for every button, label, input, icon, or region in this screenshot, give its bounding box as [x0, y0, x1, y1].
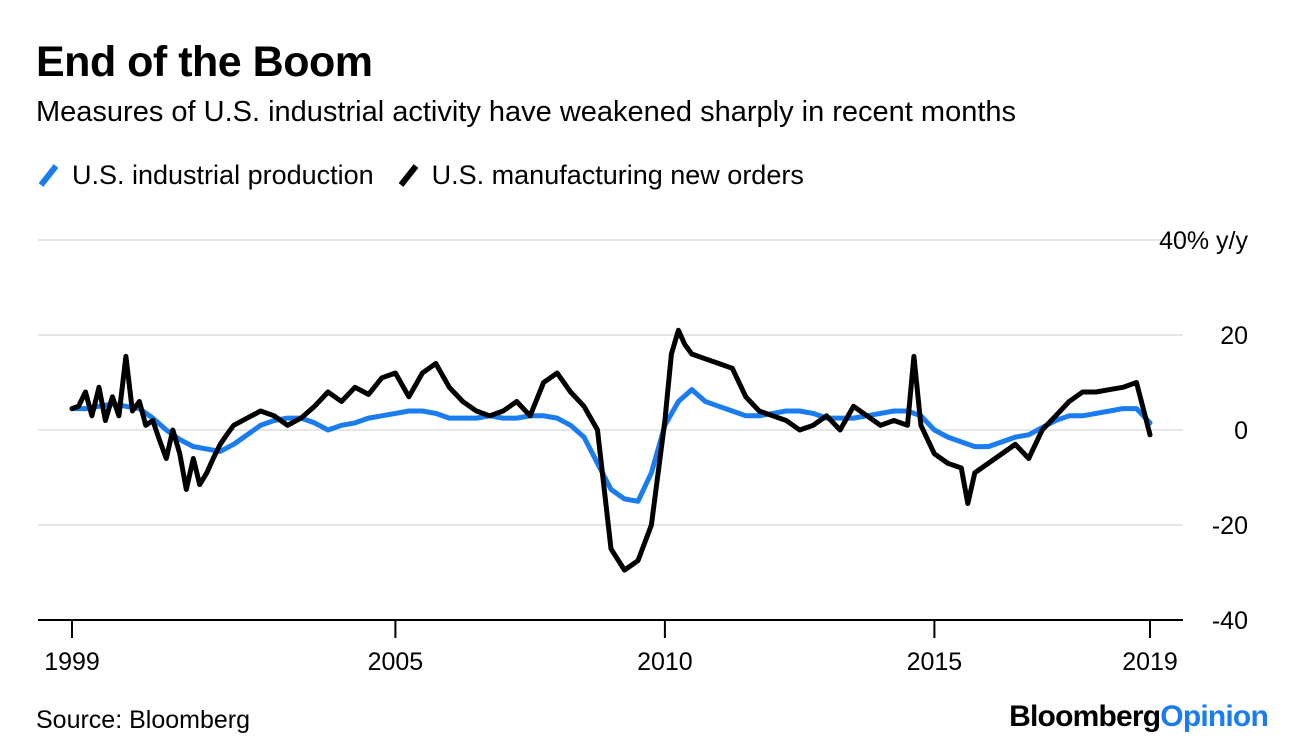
legend-item-orders: U.S. manufacturing new orders: [396, 160, 804, 191]
xtick-label-2: 2010: [637, 648, 693, 676]
xtick-label-1: 2005: [368, 648, 424, 676]
ytick-label-1: 20: [1220, 322, 1248, 350]
series-line-orders: [69, 327, 1153, 573]
brand-part2: Opinion: [1160, 700, 1269, 733]
ytick-label-4: -40: [1212, 607, 1248, 635]
legend: U.S. industrial production U.S. manufact…: [36, 157, 826, 193]
source-note: Source: Bloomberg: [36, 706, 251, 734]
legend-item-production: U.S. industrial production: [36, 160, 374, 191]
legend-label-orders: U.S. manufacturing new orders: [431, 159, 804, 190]
ytick-label-0: 40% y/y: [1159, 227, 1248, 255]
series-line-production: [69, 387, 1153, 504]
xtick-label-3: 2015: [907, 648, 963, 676]
brand-logo: BloombergOpinion: [1009, 700, 1269, 734]
ytick-label-2: 0: [1234, 417, 1248, 445]
xtick-label-4: 2019: [1122, 648, 1178, 676]
brand-part1: Bloomberg: [1009, 700, 1161, 733]
chart-title: End of the Boom: [36, 38, 373, 86]
chart-subtitle: Measures of U.S. industrial activity hav…: [36, 96, 1017, 128]
legend-label-production: U.S. industrial production: [72, 159, 374, 190]
legend-swatch-production: [38, 164, 59, 187]
xtick-label-0: 1999: [44, 648, 100, 676]
ytick-label-3: -20: [1212, 512, 1248, 540]
legend-swatch-orders: [398, 164, 419, 187]
